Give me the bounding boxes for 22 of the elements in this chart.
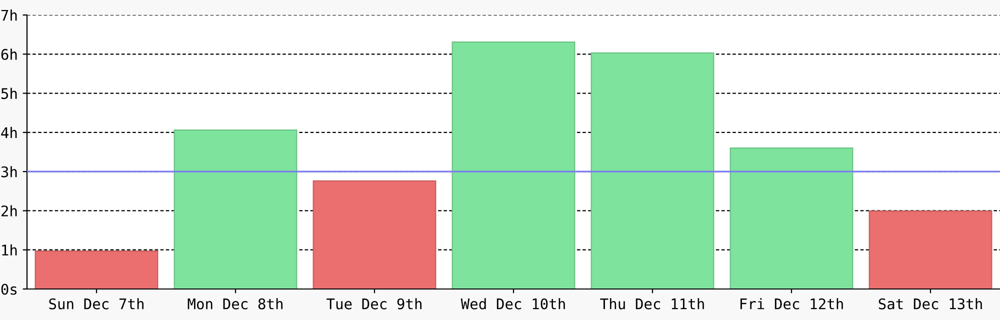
y-tick-label: 3h: [1, 166, 17, 178]
x-tick-label: Sat Dec 13th: [878, 298, 982, 310]
x-tick-label: Mon Dec 8th: [188, 298, 282, 310]
y-tick-label: 0s: [1, 284, 17, 295]
y-tick-label: 2h: [1, 205, 17, 216]
y-tick-label: 7h: [1, 10, 17, 21]
x-tick-label: Thu Dec 11th: [600, 298, 704, 310]
y-tick-label: 5h: [1, 88, 17, 100]
y-tick-label: 1h: [2, 244, 17, 256]
x-tick-label: Tue Dec 9th: [326, 298, 422, 310]
bar: [452, 41, 576, 289]
x-tick-label: Wed Dec 10th: [460, 298, 565, 310]
bar: [312, 180, 436, 289]
bar: [174, 130, 298, 289]
bar: [730, 148, 854, 289]
x-tick-label: Sun Dec 7th: [49, 298, 144, 310]
y-tick-label: 4h: [1, 126, 17, 138]
y-tick-label: 6h: [1, 48, 17, 60]
bar: [34, 250, 158, 289]
x-tick-label: Fri Dec 12th: [740, 298, 843, 310]
bar: [590, 52, 714, 289]
bar: [868, 210, 992, 289]
